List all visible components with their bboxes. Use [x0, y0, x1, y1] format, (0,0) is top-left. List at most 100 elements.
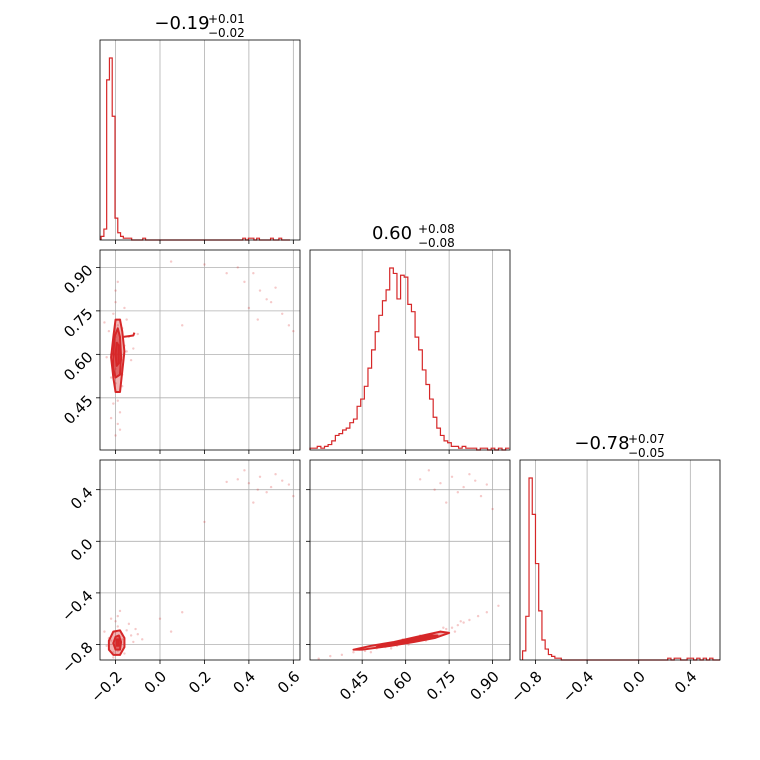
sample-point — [103, 321, 106, 324]
sample-point — [109, 617, 113, 620]
sample-point — [258, 289, 262, 292]
y-tick-label: 0.45 — [60, 392, 96, 428]
sample-point — [181, 611, 184, 614]
panel-frame — [99, 249, 301, 451]
histogram-line — [309, 267, 510, 451]
sample-point — [225, 271, 228, 275]
y-tick-label: −0.8 — [58, 638, 96, 676]
sample-point — [105, 644, 108, 648]
sample-point — [491, 507, 494, 511]
sample-point — [442, 626, 445, 629]
sample-point — [116, 422, 119, 426]
sample-point — [243, 280, 246, 284]
x-tick-label: 0.90 — [467, 668, 503, 704]
contour-level — [122, 332, 136, 338]
x-tick-label: 0.45 — [336, 668, 372, 704]
sample-point — [236, 478, 239, 481]
sample-point — [112, 656, 115, 659]
sample-point — [116, 399, 119, 402]
sample-point — [123, 652, 126, 655]
panel-title: −0.78 — [574, 433, 629, 454]
sample-point — [169, 260, 173, 263]
sample-point — [265, 491, 268, 494]
sample-point — [439, 482, 442, 485]
sample-point — [450, 475, 454, 478]
y-tick-label: 0.75 — [60, 305, 96, 341]
sample-point — [114, 300, 117, 304]
sample-point — [462, 621, 465, 624]
sample-point — [125, 350, 128, 353]
sample-point — [389, 647, 393, 650]
sample-point — [118, 609, 122, 613]
sample-point — [247, 482, 251, 485]
sample-point — [445, 501, 448, 504]
sample-point — [418, 478, 422, 481]
x-tick-label: 0.0 — [141, 668, 171, 698]
sample-point — [107, 329, 111, 333]
sample-point — [121, 638, 124, 641]
sample-point — [116, 280, 119, 284]
panel-1-0 — [99, 249, 301, 451]
y-tick-label: 0.60 — [60, 348, 96, 384]
sample-point — [485, 611, 489, 614]
sample-point — [116, 614, 119, 618]
sample-point — [243, 469, 246, 472]
title-lower-error: −0.05 — [628, 446, 665, 460]
panel-title: −0.19 — [154, 13, 209, 34]
sample-point — [427, 469, 431, 472]
sample-point — [132, 347, 135, 350]
sample-point — [129, 358, 133, 362]
sample-point — [256, 318, 259, 321]
sample-point — [225, 480, 228, 484]
sample-point — [252, 271, 255, 275]
sample-point — [476, 614, 480, 618]
x-tick-label: −0.8 — [507, 668, 545, 706]
contour-level — [393, 638, 425, 646]
sample-point — [116, 625, 119, 628]
sample-point — [485, 483, 489, 486]
sample-point — [112, 312, 115, 315]
sample-point — [114, 289, 117, 292]
title-upper-error: +0.07 — [628, 432, 665, 446]
sample-point — [118, 411, 122, 414]
sample-point — [450, 626, 454, 629]
x-tick-label: 0.6 — [274, 668, 304, 698]
panel-2-2 — [519, 459, 721, 661]
sample-point — [369, 651, 373, 654]
panel-frame — [99, 39, 301, 241]
sample-point — [329, 654, 332, 658]
sample-point — [456, 623, 460, 627]
sample-point — [127, 622, 131, 626]
panel-frame — [99, 459, 301, 661]
sample-point — [136, 332, 139, 336]
sample-point — [479, 494, 483, 498]
sample-point — [352, 651, 355, 654]
sample-point — [125, 318, 128, 321]
panel-2-0 — [99, 459, 301, 661]
panel-1-1 — [309, 249, 511, 451]
sample-point — [125, 629, 128, 632]
sample-point — [269, 300, 273, 304]
sample-point — [169, 630, 173, 633]
sample-point — [203, 263, 206, 266]
sample-point — [116, 324, 119, 327]
sample-point — [103, 630, 106, 633]
x-tick-label: 0.0 — [619, 668, 649, 698]
y-tick-label: 0.90 — [60, 261, 96, 297]
panel-frame — [309, 249, 511, 451]
sample-point — [132, 640, 135, 644]
y-tick-label: −0.4 — [58, 587, 96, 625]
sample-point — [497, 604, 500, 608]
sample-point — [453, 630, 457, 633]
sample-point — [292, 494, 295, 498]
contour-level — [115, 638, 120, 647]
sample-point — [292, 329, 295, 333]
sample-point — [256, 488, 259, 491]
sample-point — [468, 618, 471, 622]
sample-point — [340, 653, 344, 657]
sample-point — [462, 485, 465, 489]
panel-frame — [309, 459, 511, 661]
title-upper-error: +0.08 — [418, 222, 455, 236]
title-lower-error: −0.02 — [208, 26, 245, 40]
